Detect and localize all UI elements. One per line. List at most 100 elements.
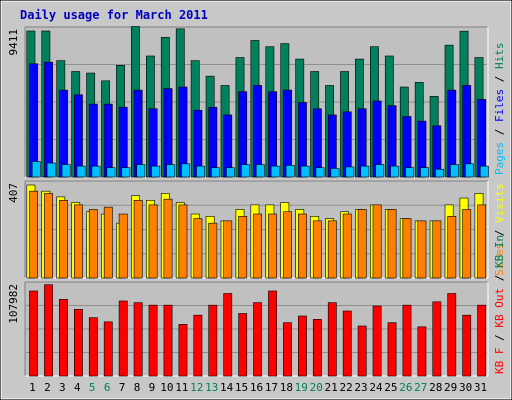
bar-pages xyxy=(151,165,161,178)
bar-kb-out xyxy=(223,293,233,377)
bar-kb-out xyxy=(342,310,352,377)
x-tick-label: 15 xyxy=(235,381,248,394)
bar-kb-out xyxy=(163,304,173,377)
x-tick-label: 7 xyxy=(119,381,126,394)
bar-pages xyxy=(121,167,131,178)
bar-sites xyxy=(73,204,83,279)
bar-pages xyxy=(435,168,444,178)
bar-kb-out xyxy=(447,293,457,377)
panel-legend: Pages / Files / Hits xyxy=(493,43,506,176)
bar-sites xyxy=(298,213,307,279)
bar-files xyxy=(73,94,83,178)
bar-files xyxy=(238,91,248,178)
bar-pages xyxy=(61,164,71,178)
x-tick-label: 16 xyxy=(250,381,263,394)
bar-kb-out xyxy=(118,300,128,377)
bar-pages xyxy=(345,166,355,178)
bar-pages xyxy=(211,167,220,178)
bar-pages xyxy=(255,164,265,178)
bar-sites xyxy=(88,209,98,279)
peak-label: 107982 xyxy=(7,284,20,324)
panel-visits-sites: 407 Sites / Visits xyxy=(7,180,506,279)
bar-pages xyxy=(390,165,400,178)
bar-kb-out xyxy=(402,304,412,377)
bar-pages xyxy=(76,165,86,178)
bar-pages xyxy=(450,164,459,178)
x-tick-label: 4 xyxy=(74,381,81,394)
x-tick-label: 22 xyxy=(339,381,352,394)
bar-pages xyxy=(375,164,385,178)
x-tick-label: 19 xyxy=(295,381,308,394)
bar-pages xyxy=(285,165,295,178)
bar-kb-out xyxy=(44,284,53,377)
legend-separator: / xyxy=(493,328,506,348)
bar-pages xyxy=(166,164,176,178)
x-tick-label: 2 xyxy=(44,381,51,394)
x-tick-label: 11 xyxy=(175,381,188,394)
x-tick-label: 25 xyxy=(384,381,397,394)
bar-kb-out xyxy=(148,304,158,377)
bar-sites xyxy=(223,220,233,279)
bar-pages xyxy=(479,165,489,178)
bar-files xyxy=(133,89,143,178)
bar-files xyxy=(103,103,113,178)
bar-files xyxy=(447,89,457,178)
bar-kb-out xyxy=(208,304,218,377)
x-tick-label: 3 xyxy=(59,381,66,394)
bar-pages xyxy=(196,165,205,178)
bar-pages xyxy=(330,168,340,178)
bar-files xyxy=(178,86,188,178)
bar-pages xyxy=(270,165,280,178)
bar-sites xyxy=(178,204,188,279)
bar-pages xyxy=(181,163,191,178)
bar-pages xyxy=(315,167,325,178)
bar-kb-out xyxy=(462,314,472,377)
legend-entry: Sites xyxy=(493,243,506,276)
bar-files xyxy=(59,89,68,178)
bar-kb-out xyxy=(73,309,83,377)
bar-pages xyxy=(46,162,56,178)
bar-sites xyxy=(44,193,53,279)
bar-pages xyxy=(360,165,370,178)
x-tick-label: 29 xyxy=(444,381,457,394)
bar-kb-out xyxy=(432,301,442,377)
panel-legend: Sites / Visits xyxy=(493,183,506,276)
bar-kb-out xyxy=(88,317,98,377)
bar-kb-out xyxy=(59,299,68,377)
legend-separator: / xyxy=(493,268,506,288)
x-tick-label: 21 xyxy=(325,381,338,394)
bar-kb-out xyxy=(283,322,292,377)
bar-kb-out xyxy=(298,315,307,377)
bar-sites xyxy=(283,211,292,279)
x-axis-labels: 1 2 3 4 5 6 7 8 9 10 11 12 13 14 15 16 17 18 19 20 21 22 23 24 2… xyxy=(29,381,487,394)
bar-pages xyxy=(226,167,235,178)
peak-label: 9411 xyxy=(7,29,20,56)
bar-kb-out xyxy=(253,302,263,377)
bar-files xyxy=(312,108,322,178)
legend-entry: Files xyxy=(493,89,506,122)
x-tick-label: 9 xyxy=(149,381,156,394)
bar-files xyxy=(253,85,263,178)
x-tick-label: 31 xyxy=(474,381,487,394)
x-tick-label: 20 xyxy=(310,381,323,394)
legend-separator: / xyxy=(493,122,506,142)
bar-pages xyxy=(300,165,310,178)
bar-sites xyxy=(432,220,442,279)
bar-files xyxy=(283,89,292,178)
bar-sites xyxy=(59,200,68,279)
bar-kb-out xyxy=(312,319,322,377)
bar-sites xyxy=(357,209,367,279)
bar-pages xyxy=(240,164,250,178)
bar-kb-out xyxy=(387,322,397,377)
x-tick-label: 12 xyxy=(190,381,203,394)
panel-legend: KB F / KB Out / KB In xyxy=(493,235,506,374)
legend-separator: / xyxy=(493,69,506,89)
bar-sites xyxy=(193,218,203,279)
x-tick-label: 18 xyxy=(280,381,293,394)
bar-files xyxy=(163,88,173,178)
bar-pages xyxy=(136,164,146,178)
bar-sites xyxy=(417,220,427,279)
legend-separator: / xyxy=(493,223,506,243)
panel-kbin-kbout: 107982 KB F / KB Out / KB In xyxy=(7,235,506,377)
